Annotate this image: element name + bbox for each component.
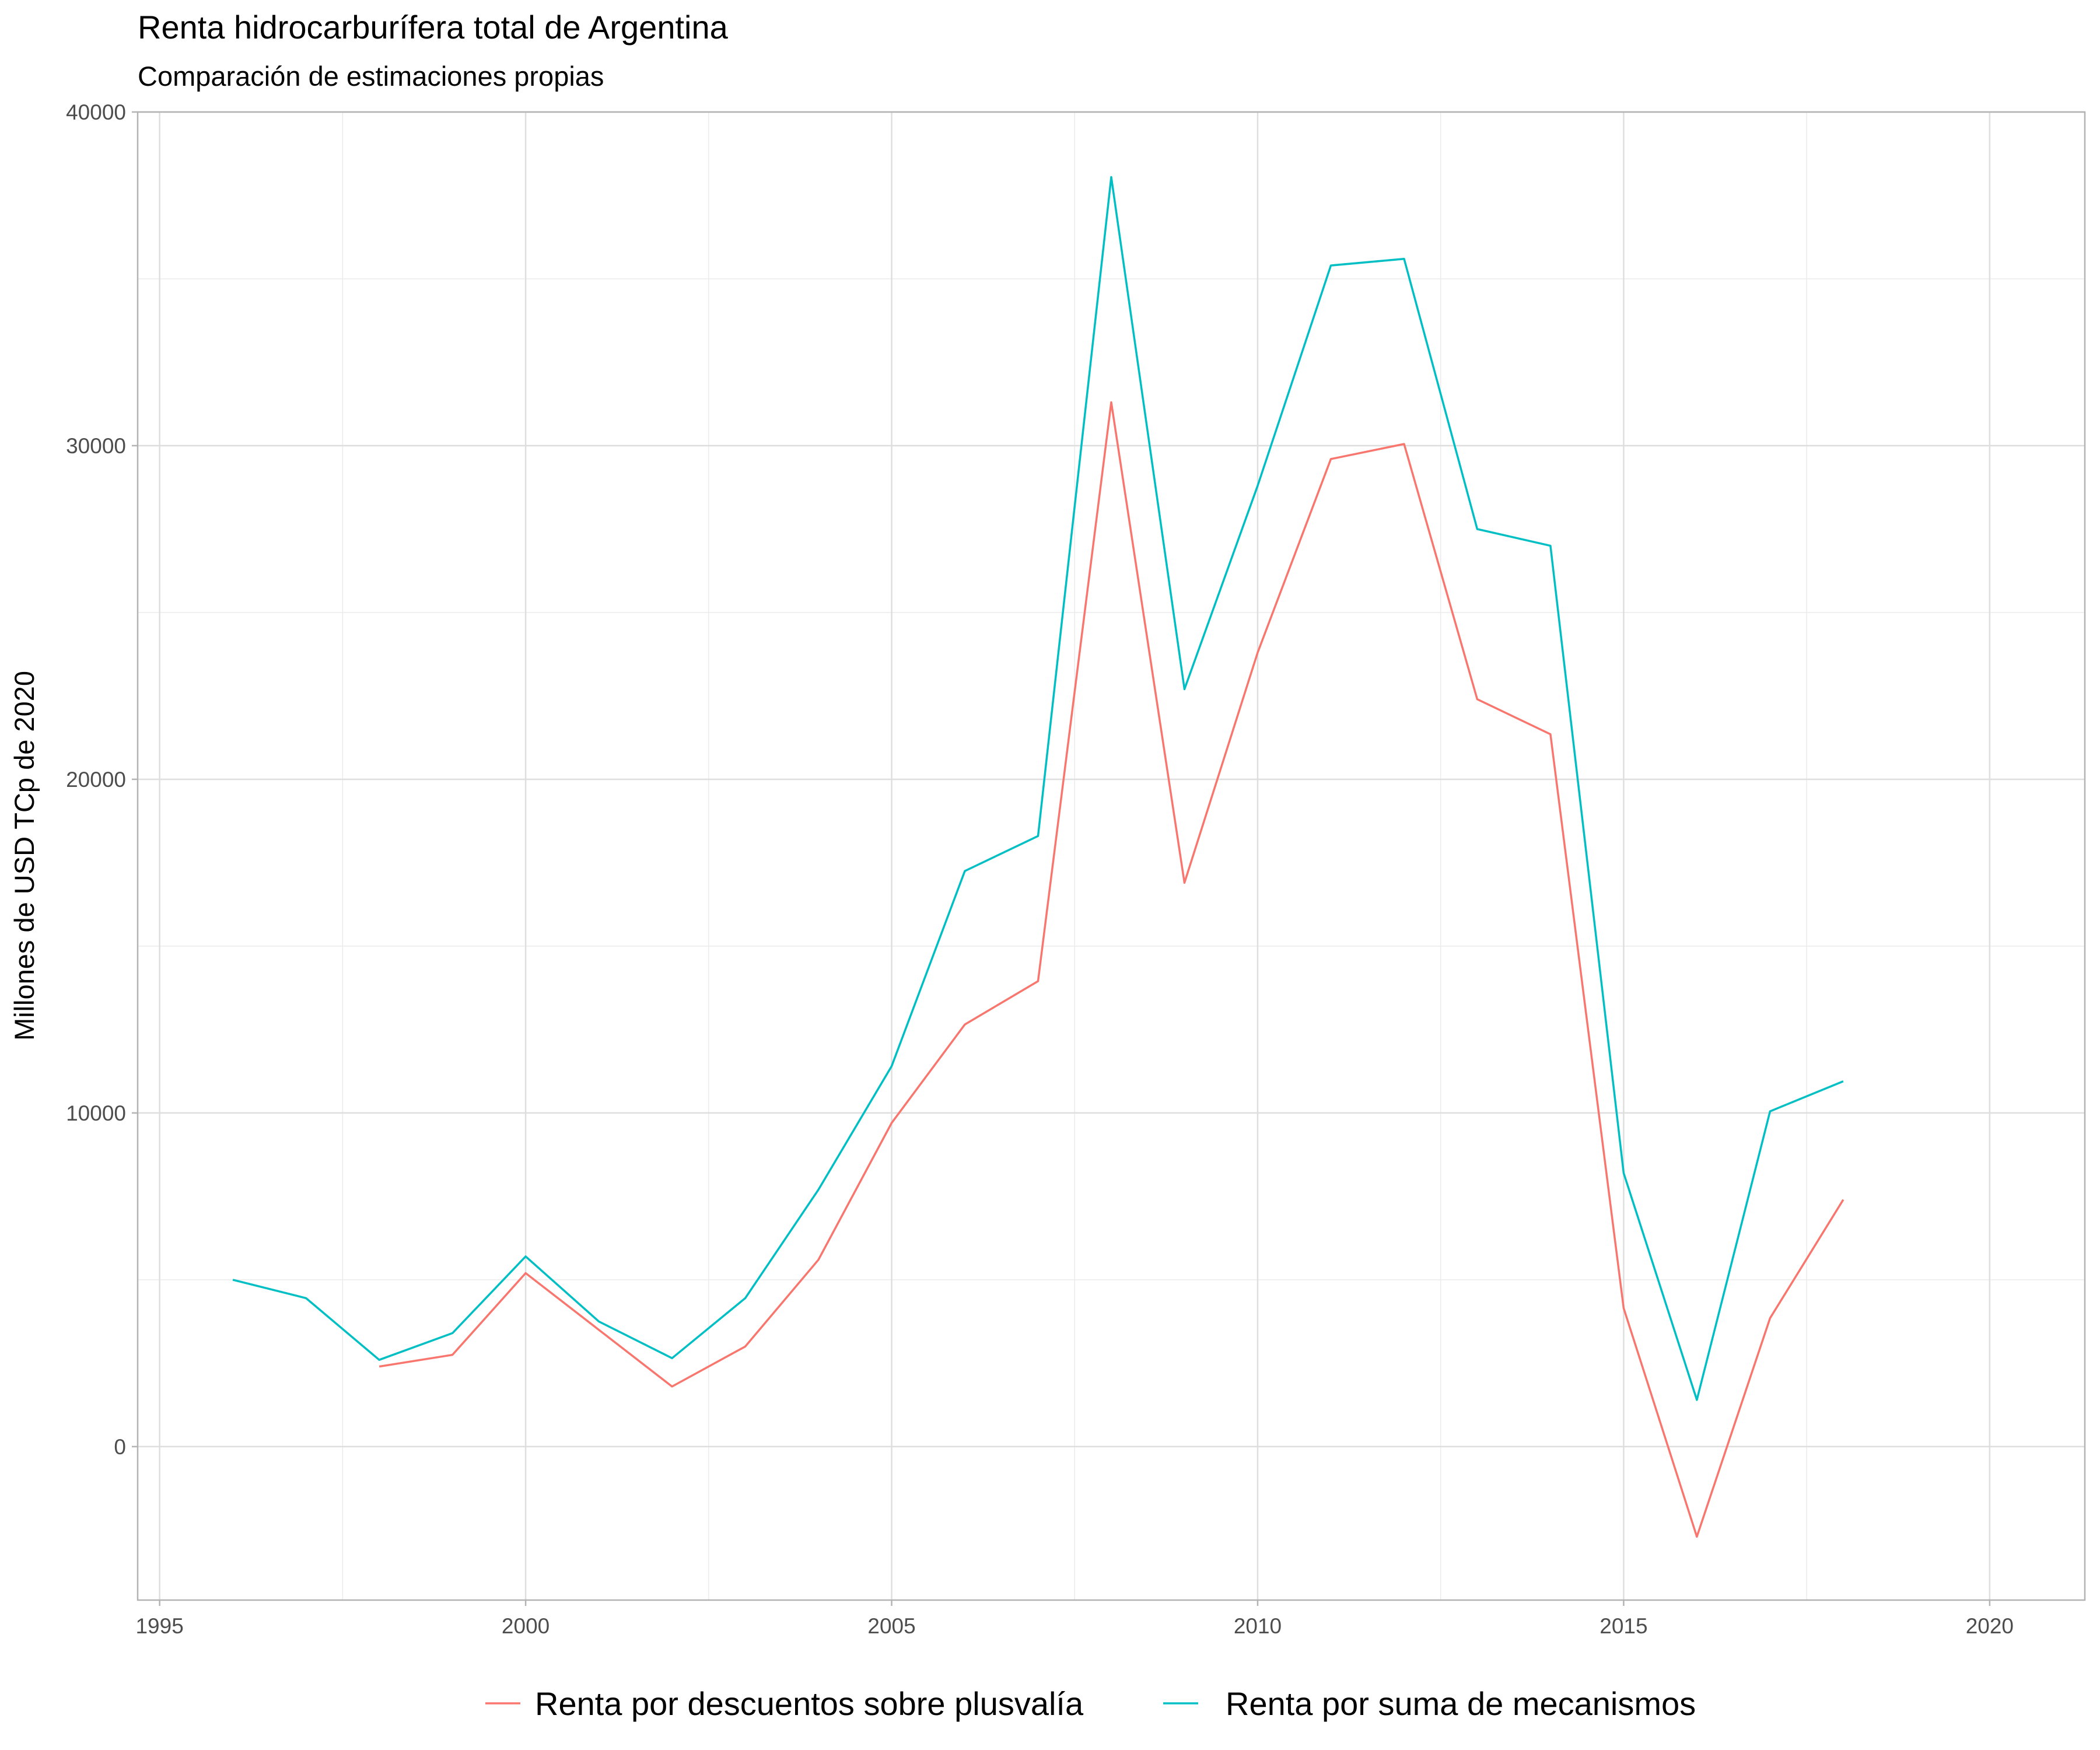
minor-gridlines bbox=[138, 112, 2085, 1600]
x-tick-label: 1995 bbox=[135, 1614, 183, 1638]
y-tick-label: 30000 bbox=[66, 434, 126, 458]
y-axis: 0 10000 20000 30000 40000 bbox=[66, 100, 138, 1459]
x-tick-label: 2010 bbox=[1234, 1614, 1282, 1638]
series-layer bbox=[232, 176, 1845, 1538]
x-tick-label: 2000 bbox=[502, 1614, 550, 1638]
legend-label-descuentos: Renta por descuentos sobre plusvalía bbox=[535, 1685, 1084, 1722]
major-gridlines bbox=[138, 111, 2085, 1600]
y-tick-label: 20000 bbox=[66, 768, 126, 792]
plot-panel-border bbox=[136, 111, 2086, 1601]
x-tick-label: 2015 bbox=[1600, 1614, 1647, 1638]
y-tick-label: 10000 bbox=[66, 1101, 126, 1125]
x-axis: 1995 2000 2005 2010 2015 2020 bbox=[135, 1600, 2014, 1638]
x-tick-label: 2020 bbox=[1966, 1614, 2014, 1638]
legend: Renta por descuentos sobre plusvalía Ren… bbox=[485, 1685, 1696, 1722]
legend-label-mecanismos: Renta por suma de mecanismos bbox=[1226, 1685, 1696, 1722]
y-tick-label: 0 bbox=[114, 1435, 126, 1459]
x-tick-label: 2005 bbox=[867, 1614, 915, 1638]
y-axis-label: Millones de USD TCp de 2020 bbox=[9, 671, 40, 1041]
series-line-1 bbox=[232, 176, 1844, 1401]
series-line-0 bbox=[379, 401, 1845, 1538]
chart-subtitle: Comparación de estimaciones propias bbox=[138, 61, 604, 92]
chart-title: Renta hidrocarburífera total de Argentin… bbox=[138, 9, 729, 46]
y-tick-label: 40000 bbox=[66, 100, 126, 124]
